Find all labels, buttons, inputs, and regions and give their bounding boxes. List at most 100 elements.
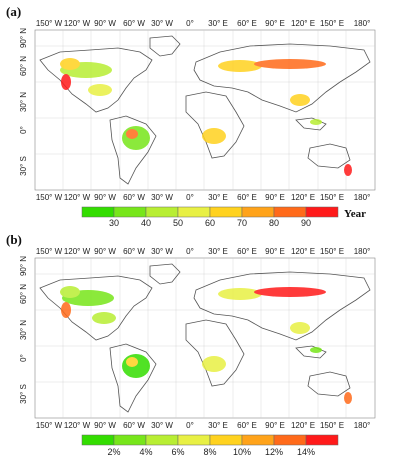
colorbar-tick: 12% [265,447,283,456]
colorbar-swatch [145,206,179,218]
australia-outline [307,143,351,169]
lon-tick: 30° W [151,19,173,28]
lon-tick: 60° E [237,19,257,28]
australia-outline [307,371,351,397]
lon-tick: 150° E [320,19,344,28]
lon-tick: 180° [354,421,371,430]
landmasses [39,35,371,185]
lon-tick: 60° E [237,193,257,202]
lon-tick: 120° W [64,193,91,202]
lon-tick: 60° E [237,247,257,256]
lon-tick: 150° E [320,421,344,430]
panel-b-label: (b) [6,232,22,247]
lon-tick: 90° E [265,19,285,28]
colorbar-swatch [305,206,339,218]
graticule [35,30,375,190]
lon-tick: 90° W [94,193,116,202]
colorbar-swatch [241,434,275,446]
lon-tick: 150° W [36,193,63,202]
lon-tick-labels-top: 150° W 120° W 90° W 60° W 30° W 0° 30° E… [36,19,370,28]
colorbar-swatch [209,206,243,218]
lon-tick-labels-top: 150° W 120° W 90° W 60° W 30° W 0° 30° E… [36,247,370,256]
colorbar-tick: 50 [173,218,183,226]
lon-tick: 120° E [291,19,315,28]
colorbar-tick: 30 [109,218,119,226]
colorbar-tick: 90 [301,218,311,226]
lat-tick: 0° [19,354,28,362]
lon-tick: 90° E [265,421,285,430]
graticule [35,258,375,418]
panel-b-colorbar: 2% 4% 6% 8% 10% 12% 14% [81,434,339,456]
lat-tick: 90° N [19,28,28,48]
lat-tick-labels: 90° N 60° N 30° N 0° 30° S [19,256,28,404]
colorbar-tick: 10% [233,447,251,456]
colorbar-swatches [81,434,339,446]
south-america-outline [109,343,157,413]
landmasses [39,263,371,413]
africa-outline [185,319,245,387]
lon-tick: 150° W [36,19,63,28]
lon-tick: 0° [186,193,194,202]
colorbar-unit: Year [344,208,366,220]
colorbar-swatch [81,206,115,218]
lon-tick: 120° W [64,19,91,28]
lat-tick: 60° N [19,56,28,76]
lon-tick: 120° E [291,247,315,256]
lat-tick: 60° N [19,284,28,304]
data-shading [60,286,352,404]
greenland-outline [149,35,181,57]
lon-tick: 0° [186,19,194,28]
eurasia-outline [193,43,371,113]
lat-tick: 90° N [19,256,28,276]
colorbar-tick: 60 [205,218,215,226]
lon-tick: 90° W [94,421,116,430]
panel-b-map: 150° W 120° W 90° W 60° W 30° W 0° 30° E… [19,247,376,430]
lon-tick: 180° [354,247,371,256]
lon-tick: 30° E [208,193,228,202]
lat-tick: 30° N [19,92,28,112]
colorbar-swatch [145,434,179,446]
south-america-outline [109,115,157,185]
lat-tick: 30° S [19,156,28,176]
lat-tick-labels: 90° N 60° N 30° N 0° 30° S [19,28,28,176]
indonesia-outline [295,345,327,359]
lon-tick: 120° E [291,421,315,430]
colorbar-swatch [113,206,147,218]
colorbar-swatch [177,434,211,446]
africa-outline [185,91,245,159]
colorbar-tick: 80 [269,218,279,226]
colorbar-swatch [209,434,243,446]
lon-tick: 180° [354,19,371,28]
lon-tick: 60° W [123,193,145,202]
panel-a-label: (a) [6,4,22,19]
lon-tick: 150° W [36,247,63,256]
colorbar-ticks: 2% 4% 6% 8% 10% 12% 14% [107,447,315,456]
colorbar-swatch [177,206,211,218]
lat-tick: 0° [19,126,28,134]
lon-tick: 90° W [94,247,116,256]
lon-tick: 180° [354,193,371,202]
colorbar-swatch [241,206,275,218]
greenland-outline [149,263,181,285]
lat-tick: 30° N [19,320,28,340]
lon-tick: 60° W [123,421,145,430]
indonesia-outline [295,117,327,131]
north-america-outline [39,47,153,113]
lon-tick: 90° E [265,247,285,256]
lat-tick: 30° S [19,384,28,404]
lon-tick: 120° W [64,247,91,256]
panel-a-map: 150° W 120° W 90° W 60° W 30° W 0° 30° E… [19,19,376,202]
colorbar-swatches [81,206,339,218]
lon-tick: 60° E [237,421,257,430]
lon-tick: 90° W [94,19,116,28]
colorbar-swatch [273,434,307,446]
colorbar-swatch [273,206,307,218]
lon-tick: 60° W [123,19,145,28]
lon-tick: 0° [186,421,194,430]
colorbar-tick: 40 [141,218,151,226]
lon-tick: 150° E [320,247,344,256]
colorbar-ticks: 30 40 50 60 70 80 90 [109,218,311,226]
lon-tick: 30° E [208,19,228,28]
lon-tick: 0° [186,247,194,256]
lon-tick: 30° W [151,421,173,430]
